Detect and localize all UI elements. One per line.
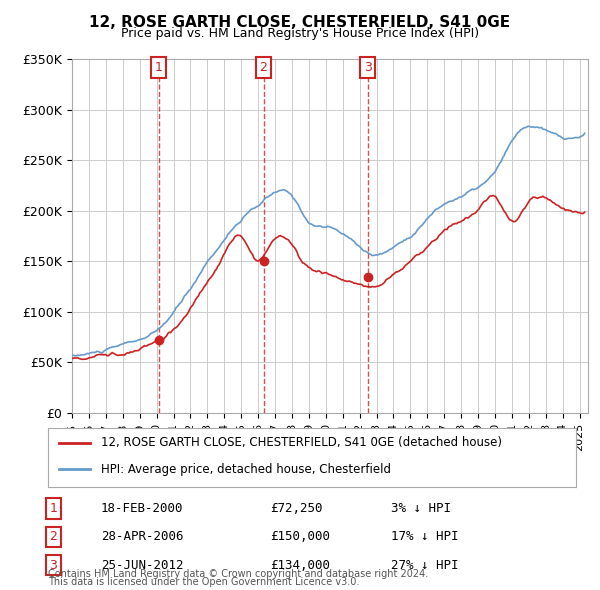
Text: 1: 1 xyxy=(49,502,57,515)
Text: 28-APR-2006: 28-APR-2006 xyxy=(101,530,184,543)
Text: 12, ROSE GARTH CLOSE, CHESTERFIELD, S41 0GE: 12, ROSE GARTH CLOSE, CHESTERFIELD, S41 … xyxy=(89,15,511,30)
Text: 27% ↓ HPI: 27% ↓ HPI xyxy=(391,559,459,572)
Text: £72,250: £72,250 xyxy=(270,502,322,515)
Text: 12, ROSE GARTH CLOSE, CHESTERFIELD, S41 0GE (detached house): 12, ROSE GARTH CLOSE, CHESTERFIELD, S41 … xyxy=(101,436,502,449)
Text: 18-FEB-2000: 18-FEB-2000 xyxy=(101,502,184,515)
Text: 2: 2 xyxy=(49,530,57,543)
Text: Contains HM Land Registry data © Crown copyright and database right 2024.: Contains HM Land Registry data © Crown c… xyxy=(48,569,428,579)
Text: Price paid vs. HM Land Registry's House Price Index (HPI): Price paid vs. HM Land Registry's House … xyxy=(121,27,479,40)
Text: HPI: Average price, detached house, Chesterfield: HPI: Average price, detached house, Ches… xyxy=(101,463,391,476)
Text: £150,000: £150,000 xyxy=(270,530,330,543)
Text: 3: 3 xyxy=(364,61,371,74)
Text: 3% ↓ HPI: 3% ↓ HPI xyxy=(391,502,451,515)
Text: 1: 1 xyxy=(155,61,163,74)
Text: 3: 3 xyxy=(49,559,57,572)
Text: 17% ↓ HPI: 17% ↓ HPI xyxy=(391,530,459,543)
Text: This data is licensed under the Open Government Licence v3.0.: This data is licensed under the Open Gov… xyxy=(48,577,359,587)
Text: £134,000: £134,000 xyxy=(270,559,330,572)
Text: 25-JUN-2012: 25-JUN-2012 xyxy=(101,559,184,572)
Text: 2: 2 xyxy=(260,61,268,74)
